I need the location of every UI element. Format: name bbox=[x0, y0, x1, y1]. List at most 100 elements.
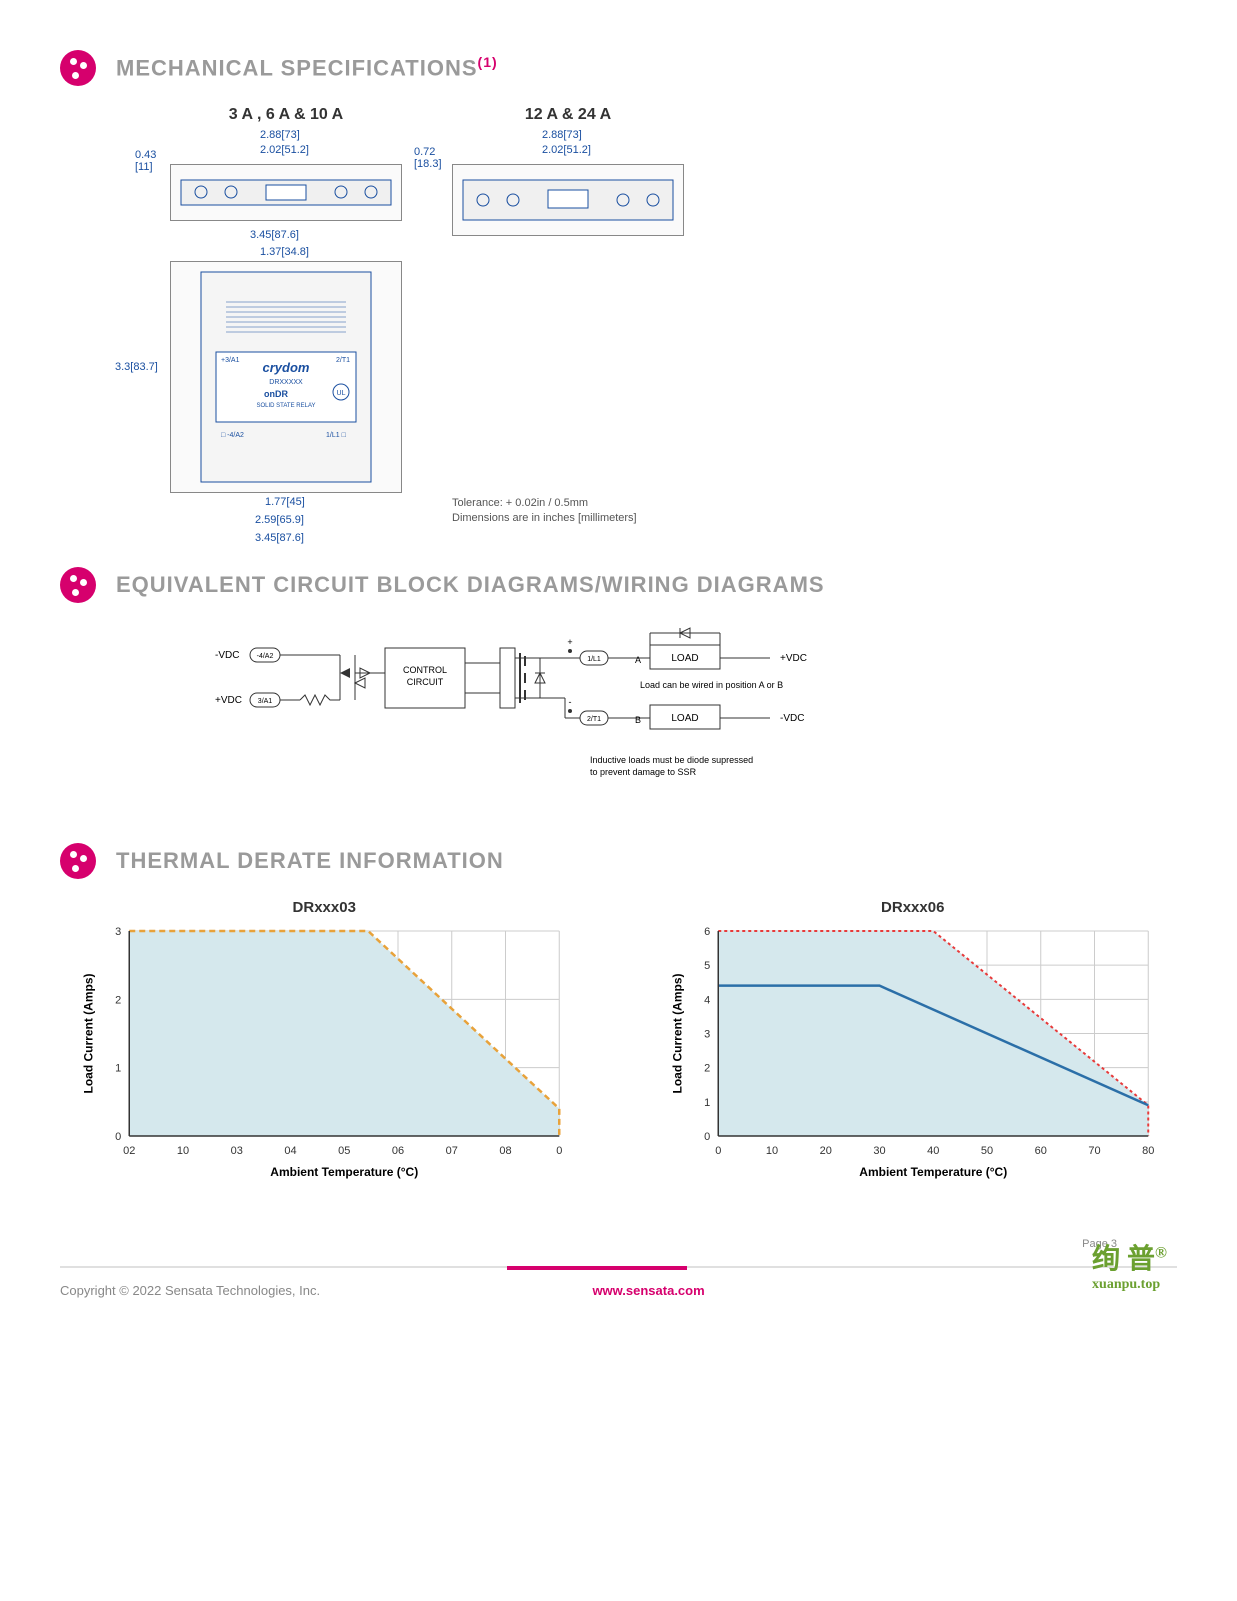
svg-text:04: 04 bbox=[284, 1145, 296, 1157]
mech-label-1: 3 A , 6 A & 10 A bbox=[229, 106, 343, 124]
chart-col-2: DRxxx06 012345601020304050607080Load Cur… bbox=[649, 899, 1178, 1186]
svg-text:Load Current (Amps): Load Current (Amps) bbox=[670, 973, 684, 1093]
top-view-svg bbox=[171, 165, 401, 220]
svg-text:03: 03 bbox=[231, 1145, 243, 1157]
svg-text:20: 20 bbox=[819, 1145, 831, 1157]
tolerance-note: Tolerance: + 0.02in / 0.5mm Dimensions a… bbox=[452, 496, 637, 527]
svg-text:CONTROL: CONTROL bbox=[403, 665, 447, 675]
footer-link[interactable]: www.sensata.com bbox=[592, 1283, 704, 1298]
dim-label: 2.88[73] bbox=[260, 129, 300, 141]
svg-text:0: 0 bbox=[556, 1145, 562, 1157]
front-view-svg: crydom DRXXXXX onDR SOLID STATE RELAY UL… bbox=[171, 262, 401, 492]
svg-text:A: A bbox=[635, 655, 641, 665]
svg-text:40: 40 bbox=[927, 1145, 939, 1157]
dim-label: 2.88[73] bbox=[542, 129, 582, 141]
svg-text:0: 0 bbox=[115, 1131, 121, 1143]
svg-text:6: 6 bbox=[704, 926, 710, 938]
section-header-circuit: EQUIVALENT CIRCUIT BLOCK DIAGRAMS/WIRING… bbox=[60, 567, 1177, 603]
svg-text:□ -4/A2: □ -4/A2 bbox=[221, 432, 244, 439]
chart-col-1: DRxxx03 012302100304050607080Load Curren… bbox=[60, 899, 589, 1186]
dim-label: 1.77[45] bbox=[265, 496, 305, 508]
svg-text:10: 10 bbox=[765, 1145, 777, 1157]
dim-label: 3.45[87.6] bbox=[250, 229, 299, 241]
svg-text:06: 06 bbox=[392, 1145, 404, 1157]
svg-text:1/L1: 1/L1 bbox=[587, 656, 601, 663]
svg-text:0: 0 bbox=[704, 1131, 710, 1143]
tolerance-line2: Dimensions are in inches [millimeters] bbox=[452, 511, 637, 526]
bullet-icon bbox=[60, 567, 96, 603]
svg-text:-VDC: -VDC bbox=[780, 713, 804, 724]
mech-label-2: 12 A & 24 A bbox=[525, 106, 611, 124]
svg-text:1: 1 bbox=[704, 1097, 710, 1109]
top-view-b-svg bbox=[453, 165, 683, 235]
svg-text:30: 30 bbox=[873, 1145, 885, 1157]
top-view-drawing bbox=[170, 164, 402, 221]
section-header-mechanical: MECHANICAL SPECIFICATIONS(1) bbox=[60, 50, 1177, 86]
thermal-charts: DRxxx03 012302100304050607080Load Curren… bbox=[60, 899, 1177, 1186]
svg-text:50: 50 bbox=[980, 1145, 992, 1157]
svg-text:70: 70 bbox=[1088, 1145, 1100, 1157]
mech-col-left: 3 A , 6 A & 10 A 0.43 [11] 2.88[73] 2.02… bbox=[170, 106, 402, 527]
svg-text:1: 1 bbox=[115, 1062, 121, 1074]
dim-label: 3.3[83.7] bbox=[115, 361, 158, 373]
svg-text:+3/A1: +3/A1 bbox=[221, 357, 240, 364]
top-view-drawing-b bbox=[452, 164, 684, 236]
title-text: MECHANICAL SPECIFICATIONS bbox=[116, 56, 478, 81]
bullet-icon bbox=[60, 50, 96, 86]
dim-label: 1.37[34.8] bbox=[260, 246, 309, 258]
tolerance-line1: Tolerance: + 0.02in / 0.5mm bbox=[452, 496, 637, 511]
svg-text:2/T1: 2/T1 bbox=[587, 716, 601, 723]
svg-text:+VDC: +VDC bbox=[780, 653, 807, 664]
dim-label: 2.02[51.2] bbox=[542, 144, 591, 156]
svg-text:to prevent damage to SSR: to prevent damage to SSR bbox=[590, 767, 697, 777]
svg-text:+VDC: +VDC bbox=[215, 695, 242, 706]
svg-text:2: 2 bbox=[704, 1062, 710, 1074]
svg-text:2: 2 bbox=[115, 994, 121, 1006]
svg-text:DRXXXXX: DRXXXXX bbox=[269, 379, 303, 386]
mech-col-right: 12 A & 24 A 0.72 [18.3] 2.88[73] 2.02[51… bbox=[452, 106, 684, 527]
page-container: MECHANICAL SPECIFICATIONS(1) 3 A , 6 A &… bbox=[0, 0, 1237, 1328]
svg-text:05: 05 bbox=[338, 1145, 350, 1157]
copyright-text: Copyright © 2022 Sensata Technologies, I… bbox=[60, 1283, 320, 1298]
chart1-title: DRxxx03 bbox=[60, 899, 589, 916]
svg-text:B: B bbox=[635, 715, 641, 725]
front-view-drawing: crydom DRXXXXX onDR SOLID STATE RELAY UL… bbox=[170, 261, 402, 493]
svg-text:5: 5 bbox=[704, 960, 710, 972]
section-title-circuit: EQUIVALENT CIRCUIT BLOCK DIAGRAMS/WIRING… bbox=[116, 572, 825, 598]
svg-text:08: 08 bbox=[499, 1145, 511, 1157]
svg-text:UL: UL bbox=[337, 390, 346, 397]
section-header-thermal: THERMAL DERATE INFORMATION bbox=[60, 843, 1177, 879]
svg-text:0: 0 bbox=[715, 1145, 721, 1157]
svg-text:02: 02 bbox=[123, 1145, 135, 1157]
svg-text:3: 3 bbox=[704, 1028, 710, 1040]
svg-text:Load can be wired in position: Load can be wired in position A or B bbox=[640, 680, 783, 690]
svg-text:60: 60 bbox=[1034, 1145, 1046, 1157]
svg-text:-VDC: -VDC bbox=[215, 650, 239, 661]
svg-text:-4/A2: -4/A2 bbox=[257, 653, 274, 660]
footer-accent-bar bbox=[507, 1266, 687, 1270]
svg-text:1/L1 □: 1/L1 □ bbox=[326, 432, 347, 439]
chart2-svg: 012345601020304050607080Load Current (Am… bbox=[649, 921, 1178, 1181]
svg-text:SOLID STATE RELAY: SOLID STATE RELAY bbox=[256, 403, 315, 409]
dim-label: 0.72 [18.3] bbox=[414, 146, 442, 170]
title-superscript: (1) bbox=[478, 54, 498, 70]
circuit-svg: -VDC -4/A2 +VDC 3/A1 CONTROL CIRCUIT bbox=[210, 623, 910, 793]
product-brand: crydom bbox=[263, 360, 310, 375]
svg-text:Inductive loads must be diode: Inductive loads must be diode supressed bbox=[590, 755, 753, 765]
svg-text:LOAD: LOAD bbox=[671, 713, 698, 724]
bullet-icon bbox=[60, 843, 96, 879]
section-title-thermal: THERMAL DERATE INFORMATION bbox=[116, 848, 504, 874]
svg-text:Load Current (Amps): Load Current (Amps) bbox=[81, 973, 95, 1093]
section-title-mechanical: MECHANICAL SPECIFICATIONS(1) bbox=[116, 54, 498, 81]
circuit-diagram: -VDC -4/A2 +VDC 3/A1 CONTROL CIRCUIT bbox=[210, 623, 910, 793]
svg-text:Ambient Temperature (°C): Ambient Temperature (°C) bbox=[859, 1165, 1007, 1179]
mechanical-drawings: 3 A , 6 A & 10 A 0.43 [11] 2.88[73] 2.02… bbox=[170, 106, 1177, 527]
dim-label: 2.59[65.9] bbox=[255, 514, 304, 526]
svg-text:07: 07 bbox=[446, 1145, 458, 1157]
svg-text:Ambient Temperature (°C): Ambient Temperature (°C) bbox=[270, 1165, 418, 1179]
dim-label: 2.02[51.2] bbox=[260, 144, 309, 156]
svg-text:80: 80 bbox=[1142, 1145, 1154, 1157]
svg-text:3: 3 bbox=[115, 926, 121, 938]
svg-text:2/T1: 2/T1 bbox=[336, 357, 350, 364]
svg-text:LOAD: LOAD bbox=[671, 653, 698, 664]
